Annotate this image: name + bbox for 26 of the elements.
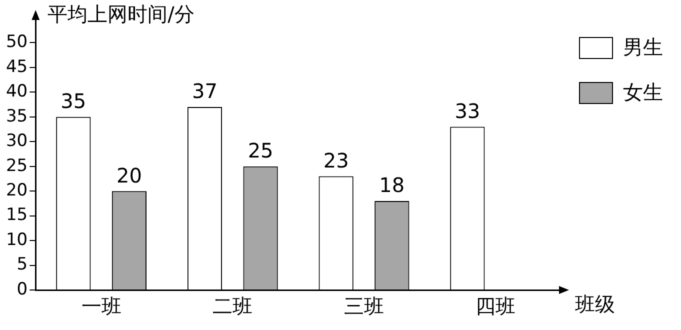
y-tick-label: 20 bbox=[6, 180, 28, 201]
data-label: 35 bbox=[60, 89, 86, 114]
y-tick-label: 25 bbox=[6, 156, 28, 176]
x-tick-label: 三班 bbox=[344, 294, 384, 318]
x-tick-label: 四班 bbox=[475, 294, 516, 318]
data-label: 18 bbox=[379, 173, 405, 198]
y-tick-label: 30 bbox=[6, 131, 28, 152]
x-tick-label: 二班 bbox=[212, 294, 253, 318]
y-tick-label: 35 bbox=[6, 106, 28, 126]
y-tick-label: 40 bbox=[6, 82, 28, 102]
y-axis-title: 平均上网时间/分 bbox=[48, 2, 194, 26]
data-label: 23 bbox=[323, 148, 349, 172]
x-tick-label: 一班 bbox=[81, 294, 122, 318]
x-axis-title: 班级 bbox=[575, 292, 615, 316]
y-tick-label: 10 bbox=[6, 230, 28, 250]
data-label: 33 bbox=[454, 99, 480, 124]
data-label: 20 bbox=[116, 163, 142, 188]
data-label: 37 bbox=[192, 79, 218, 104]
y-tick-label: 45 bbox=[6, 56, 28, 77]
data-label: 25 bbox=[248, 138, 274, 163]
y-tick-label: 0 bbox=[16, 279, 28, 300]
y-tick-label: 5 bbox=[16, 254, 28, 275]
y-tick-label: 50 bbox=[6, 32, 28, 52]
y-tick-label: 15 bbox=[6, 205, 28, 226]
legend-label: 女生 bbox=[623, 79, 663, 106]
text: 男生 bbox=[623, 34, 663, 61]
